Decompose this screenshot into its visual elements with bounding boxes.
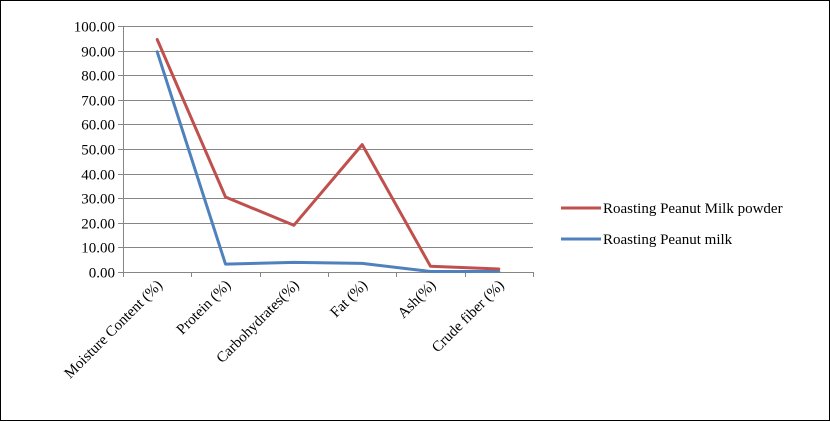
y-tick-label: 0.00 [89, 266, 115, 282]
y-tick-label: 90.00 [81, 45, 115, 61]
axes [118, 26, 534, 277]
series-line-0 [155, 38, 501, 271]
x-tick-label: Ash(%) [395, 278, 439, 322]
x-tick-label: Protein (%) [174, 278, 235, 339]
y-tick-label: 80.00 [81, 69, 115, 85]
legend-label-0: Roasting Peanut Milk powder [603, 201, 783, 217]
y-tick-label: 100.00 [74, 20, 115, 36]
y-tick-label: 50.00 [81, 143, 115, 159]
x-tick-label: Crude fiber (%) [429, 278, 507, 356]
x-axis-tick-labels: Moisture Content (%) Protein (%)Carbohydr… [62, 278, 508, 382]
series-line-1 [155, 50, 501, 273]
series-lines [155, 38, 501, 273]
y-tick-label: 10.00 [81, 241, 115, 257]
legend-label-1: Roasting Peanut milk [603, 232, 733, 248]
y-axis-tick-labels: 0.00 10.00 20.00 30.00 40.00 50.00 60.00 70.00 8… [74, 20, 115, 282]
y-tick-label: 70.00 [81, 94, 115, 110]
gridlines [123, 26, 533, 248]
y-tick-label: 20.00 [81, 217, 115, 233]
y-tick-label: 40.00 [81, 168, 115, 184]
x-tick-label: Moisture Content (%) [62, 278, 166, 382]
y-tick-label: 30.00 [81, 192, 115, 208]
legend: Roasting Peanut Milk powder Roasting Pean… [561, 201, 783, 248]
y-tick-label: 60.00 [81, 118, 115, 134]
x-tick-label: Fat (%) [328, 278, 371, 321]
